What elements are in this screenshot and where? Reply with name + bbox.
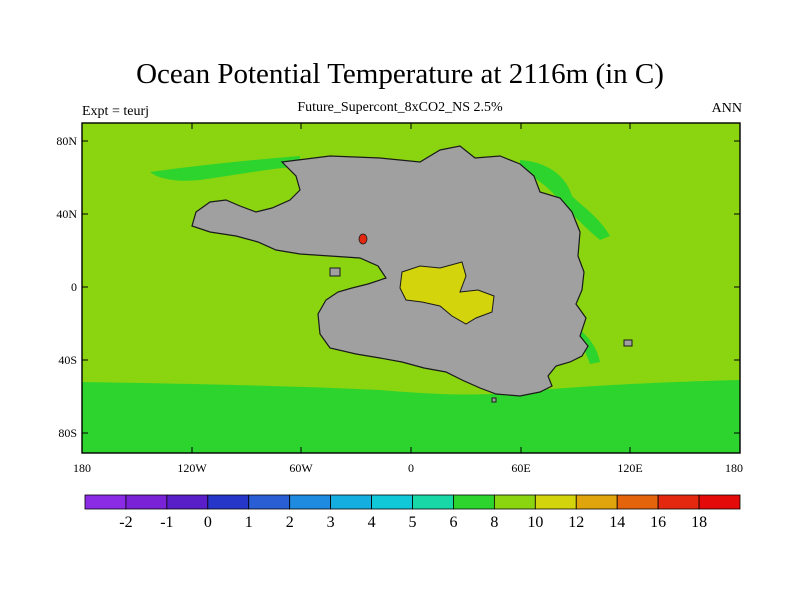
eastern-cold-rim — [520, 160, 610, 240]
lon-label: 0 — [408, 461, 414, 475]
colorbar-label: 5 — [409, 514, 417, 531]
experiment-subtitle: Future_Supercont_8xCO2_NS 2.5% — [297, 100, 503, 115]
colorbar: -2 -1 0 1 2 3 4 5 6 8 10 12 14 16 18 — [84, 494, 741, 531]
colorbar-label: 18 — [691, 514, 707, 531]
lon-label: 120W — [177, 461, 207, 475]
latitude-labels: 80N 40N 0 40S 80S — [56, 134, 77, 440]
lat-label: 40N — [56, 207, 77, 221]
lat-label: 0 — [71, 280, 77, 294]
latitude-axis — [82, 140, 740, 434]
lon-label: 180 — [73, 461, 91, 475]
colorbar-label: 1 — [245, 514, 253, 531]
colorbar-label: 14 — [609, 514, 625, 531]
longitude-labels: 180 120W 60W 0 60E 120E 180 — [73, 461, 743, 475]
island — [623, 339, 633, 347]
island — [491, 397, 497, 403]
northern-cold-tongue — [150, 156, 300, 181]
colorbar-swatch — [453, 494, 495, 510]
map-plot-area — [82, 123, 740, 453]
colorbar-label: 6 — [449, 514, 457, 531]
colorbar-swatch — [207, 494, 250, 510]
colorbar-label: 2 — [286, 514, 294, 531]
colorbar-swatch — [657, 494, 700, 510]
lat-label: 80S — [58, 426, 77, 440]
lon-label: 180 — [725, 461, 743, 475]
colorbar-label: -2 — [119, 514, 132, 531]
warm-interior-basin — [399, 261, 495, 325]
colorbar-swatch — [575, 494, 618, 510]
colorbar-label: 16 — [650, 514, 666, 531]
colorbar-swatch — [698, 494, 741, 510]
island — [329, 267, 341, 277]
colorbar-swatch — [493, 494, 536, 510]
colorbar-label: 0 — [204, 514, 212, 531]
colorbar-swatch — [289, 494, 332, 510]
colorbar-swatch — [248, 494, 291, 510]
southern-ocean-band — [82, 380, 740, 453]
colorbar-swatch — [330, 494, 372, 510]
colorbar-swatch — [371, 494, 413, 510]
colorbar-swatch — [84, 494, 127, 510]
colorbar-label: -1 — [160, 514, 173, 531]
map-title: Ocean Potential Temperature at 2116m (in… — [136, 58, 664, 90]
longitude-axis — [81, 123, 741, 453]
colorbar-swatch — [125, 494, 168, 510]
colorbar-label: 3 — [327, 514, 335, 531]
colorbar-swatch — [534, 494, 577, 510]
hot-spot — [358, 233, 368, 245]
colorbar-swatch — [412, 494, 454, 510]
colorbar-label: 8 — [490, 514, 498, 531]
lon-label: 60E — [511, 461, 530, 475]
colorbar-label: 10 — [527, 514, 543, 531]
lon-label: 60W — [289, 461, 313, 475]
lon-label: 120E — [617, 461, 642, 475]
supercontinent-land — [191, 145, 589, 397]
colorbar-swatch — [166, 494, 209, 510]
lat-label: 40S — [58, 353, 77, 367]
colorbar-label: 12 — [568, 514, 584, 531]
season-label: ANN — [711, 101, 742, 116]
experiment-label: Expt = teurj — [82, 104, 149, 119]
colorbar-label: 4 — [368, 514, 376, 531]
lat-label: 80N — [56, 134, 77, 148]
colorbar-swatch — [616, 494, 659, 510]
